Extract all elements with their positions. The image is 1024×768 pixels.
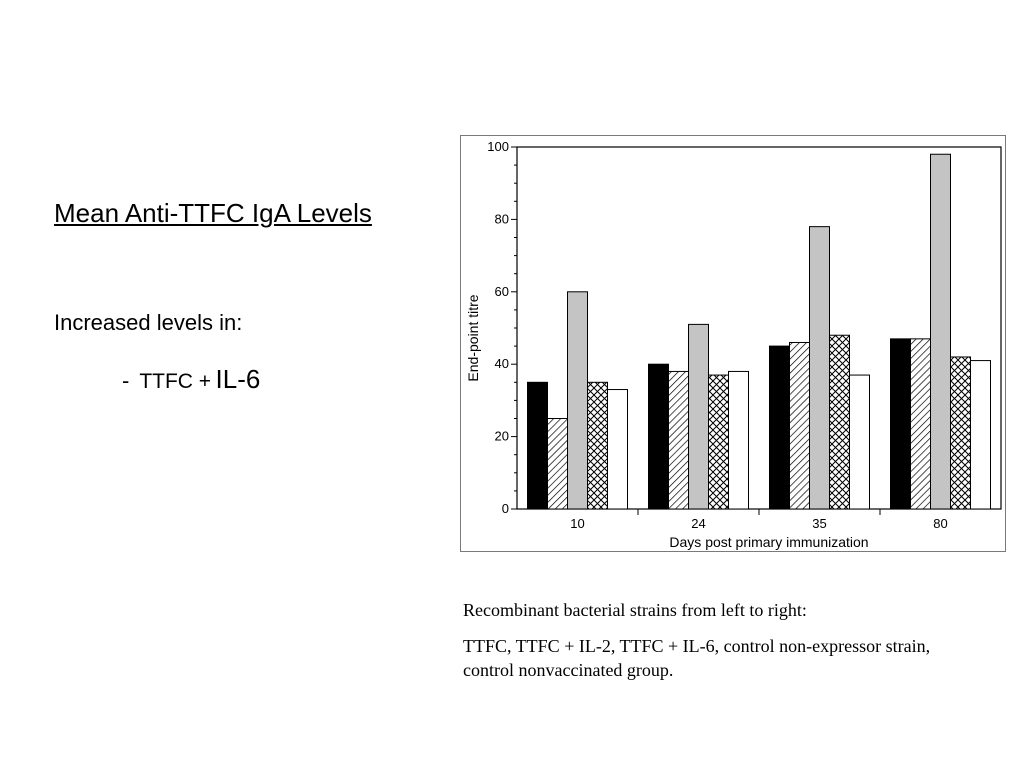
bar [668,370,689,510]
bar [950,356,971,510]
bar [587,381,608,510]
bar [769,345,790,510]
bar [910,338,931,510]
bar-chart: 0 20 40 60 80 100 10 24 35 80 Days post primary im… [465,139,1002,550]
bar [829,334,850,510]
bar [789,341,810,510]
x-tick-label: 80 [933,516,947,531]
caption-line-1: Recombinant bacterial strains from left … [463,600,807,620]
bar [809,226,830,510]
slide-title: Mean Anti-TTFC IgA Levels [54,198,372,228]
bar [688,323,709,510]
chart-frame: 0 20 40 60 80 100 10 24 35 80 Days post primary im… [460,135,1006,552]
figure-caption: Recombinant bacterial strains from left … [463,598,933,694]
y-tick-label: 100 [487,139,509,154]
bullet-dash: - [122,368,130,393]
y-tick-label: 60 [495,284,509,299]
x-tick-label: 10 [570,516,584,531]
bullet-text-ttfc: TTFC + [139,370,212,393]
increased-levels-text: Increased levels in: [54,310,243,335]
x-tick-label: 35 [812,516,826,531]
y-tick-label: 40 [495,356,509,371]
caption-line-2: TTFC, TTFC + IL-2, TTFC + IL-6, control … [463,636,931,680]
bullet-text-il6: IL-6 [215,364,261,394]
bar [890,338,911,510]
bar [728,370,749,510]
bar [970,360,991,510]
bar [607,389,628,510]
y-tick-label: 0 [502,501,509,516]
y-tick-label: 80 [495,211,509,226]
bar [930,153,951,510]
y-axis-title: End-point titre [465,294,481,381]
bullet-item: - TTFC + IL-6 [122,364,260,395]
x-tick-label: 24 [691,516,705,531]
x-axis-title: Days post primary immunization [669,534,868,550]
bar [527,381,548,510]
bar [849,374,870,510]
bar [648,363,669,510]
y-tick-label: 20 [495,429,509,444]
bar [567,291,588,510]
bar [547,418,568,510]
bar [708,374,729,510]
